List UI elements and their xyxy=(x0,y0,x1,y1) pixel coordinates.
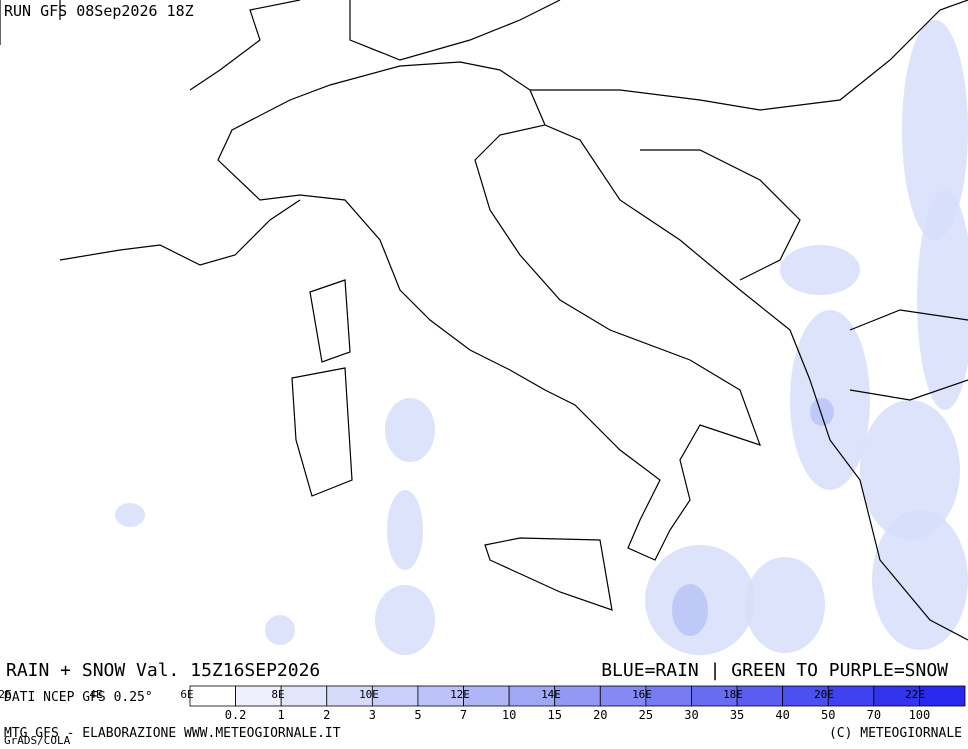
longitude-label: 20E xyxy=(814,688,834,701)
legend: 0.2 1 2 3 5 7 10 15 20 25 30 35 40 50 70 100 xyxy=(189,685,966,722)
legend-swatch xyxy=(736,685,784,707)
precip-field xyxy=(115,20,968,655)
legend-label: 3 xyxy=(369,708,376,722)
legend-swatch xyxy=(827,685,875,707)
longitude-label: 18E xyxy=(723,688,743,701)
legend-swatch xyxy=(554,685,601,707)
longitude-labels: 2E 4E 6E 8E 10E 12E 14E 16E 18E 20E 22E xyxy=(0,688,925,701)
legend-swatch xyxy=(919,685,966,707)
longitude-label: 14E xyxy=(541,688,561,701)
legend-label: 20 xyxy=(593,708,607,722)
legend-label: 50 xyxy=(821,708,835,722)
legend-swatch xyxy=(280,685,328,707)
legend-label: 100 xyxy=(909,708,931,722)
legend-swatch xyxy=(645,685,692,707)
coastlines xyxy=(0,0,968,641)
longitude-label: 4E xyxy=(89,688,102,701)
legend-label: 10 xyxy=(502,708,516,722)
longitude-label: 12E xyxy=(450,688,470,701)
longitude-label: 8E xyxy=(271,688,284,701)
legend-label: 7 xyxy=(460,708,467,722)
legend-label: 25 xyxy=(639,708,653,722)
legend-label: 35 xyxy=(730,708,744,722)
legend-label: 30 xyxy=(684,708,698,722)
longitude-label: 10E xyxy=(359,688,379,701)
legend-swatch xyxy=(189,685,236,707)
legend-label: 40 xyxy=(775,708,789,722)
software: GrADS/COLA xyxy=(4,734,71,745)
longitude-label: 16E xyxy=(632,688,652,701)
data-source: DATI NCEP GFS 0.25° xyxy=(4,690,153,705)
legend-swatch xyxy=(463,685,510,707)
legend-label: 0.2 xyxy=(225,708,247,722)
legend-swatch xyxy=(371,685,419,707)
credit: MTG GFS - ELABORAZIONE WWW.METEOGIORNALE… xyxy=(4,726,341,741)
longitude-label: 6E xyxy=(180,688,193,701)
legend-label: 2 xyxy=(323,708,330,722)
longitude-label: 2E xyxy=(0,688,12,701)
product-title: RAIN + SNOW Val. 15Z16SEP2026 xyxy=(6,660,320,681)
color-key: BLUE=RAIN | GREEN TO PURPLE=SNOW xyxy=(601,660,948,681)
legend-label: 1 xyxy=(278,708,285,722)
legend-label: 15 xyxy=(547,708,561,722)
legend-label: 5 xyxy=(414,708,421,722)
run-label: RUN GFS 08Sep2026 18Z xyxy=(4,2,194,20)
longitude-label: 22E xyxy=(905,688,925,701)
legend-label: 70 xyxy=(867,708,881,722)
copyright: (C) METEOGIORNALE xyxy=(829,726,962,741)
